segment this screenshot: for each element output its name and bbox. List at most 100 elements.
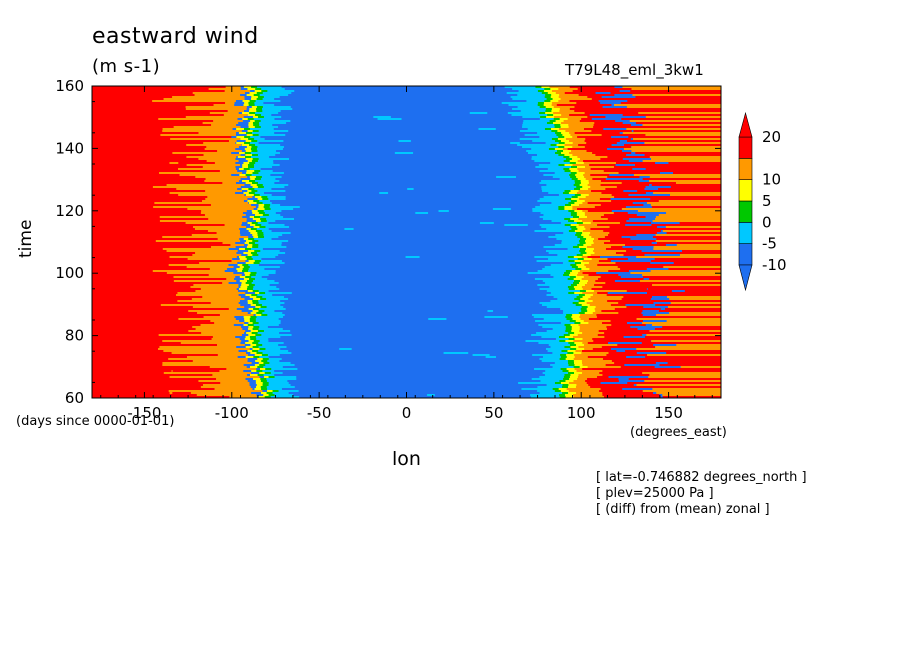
field-cell <box>629 120 721 122</box>
field-cell <box>259 308 286 310</box>
field-cell <box>252 350 259 352</box>
field-cell <box>680 366 721 368</box>
field-cell <box>570 218 580 220</box>
field-cell <box>565 394 575 396</box>
field-cell <box>600 184 650 186</box>
field-cell <box>606 294 659 296</box>
field-cell <box>92 242 224 244</box>
field-cell <box>584 300 597 302</box>
field-cell <box>563 274 570 276</box>
colorbar-label: 5 <box>762 192 772 210</box>
field-cell <box>571 178 579 180</box>
field-cell <box>553 112 586 114</box>
field-cell <box>564 154 574 156</box>
colorbar-label: -5 <box>762 235 777 253</box>
field-cell <box>576 214 587 216</box>
field-cell <box>92 248 164 250</box>
field-cell <box>581 360 613 362</box>
field-cell <box>571 150 588 152</box>
field-cell <box>582 342 589 344</box>
field-cell <box>560 322 575 324</box>
field-cell <box>537 132 556 134</box>
field-cell <box>92 276 175 278</box>
field-cell <box>162 130 242 132</box>
field-cell <box>653 246 721 248</box>
field-cell <box>257 330 265 332</box>
field-cell <box>262 344 279 346</box>
field-cell <box>543 90 559 92</box>
field-cell <box>583 162 617 164</box>
field-cell <box>598 330 657 332</box>
field-cell <box>255 320 281 322</box>
field-cell <box>185 106 247 108</box>
field-cell <box>539 204 566 206</box>
field-cell <box>152 186 241 188</box>
x-tick-label: -50 <box>307 404 332 422</box>
field-cell <box>563 334 571 336</box>
field-cell <box>593 124 631 126</box>
field-cell <box>196 394 257 396</box>
field-cell <box>160 134 236 136</box>
field-cell <box>249 92 258 94</box>
field-cell <box>587 378 619 380</box>
field-cell <box>545 128 552 130</box>
field-cell <box>251 210 259 212</box>
field-cell <box>250 152 280 154</box>
field-cell <box>613 212 628 214</box>
field-cell <box>254 238 272 240</box>
field-cell <box>586 216 602 218</box>
field-cell <box>565 396 579 398</box>
field-cell <box>92 214 206 216</box>
field-cell <box>479 222 494 224</box>
field-cell <box>582 350 617 352</box>
field-cell <box>92 128 164 130</box>
field-cell <box>195 328 243 330</box>
field-cell <box>590 232 610 234</box>
field-cell <box>253 94 261 96</box>
field-cell <box>259 200 271 202</box>
field-cell <box>92 306 194 308</box>
field-cell <box>251 256 276 258</box>
field-cell <box>251 174 271 176</box>
field-cell <box>642 264 721 266</box>
field-cell <box>520 110 546 112</box>
field-cell <box>248 334 256 336</box>
field-cell <box>551 138 559 140</box>
field-cell <box>607 218 630 220</box>
field-cell <box>570 200 578 202</box>
field-cell <box>588 194 613 196</box>
field-cell <box>257 190 286 192</box>
field-cell <box>607 176 640 178</box>
field-cell <box>539 170 566 172</box>
field-cell <box>92 268 211 270</box>
field-cell <box>261 334 292 336</box>
field-cell <box>598 260 611 262</box>
field-cell <box>621 118 721 120</box>
field-cell <box>92 352 173 354</box>
y-tick-label: 140 <box>55 139 84 157</box>
field-cell <box>92 148 206 150</box>
field-cell <box>121 354 136 356</box>
field-cell <box>255 88 262 90</box>
field-cell <box>92 236 163 238</box>
field-cell <box>568 342 575 344</box>
field-cell <box>535 320 571 322</box>
field-cell <box>558 146 565 148</box>
field-cell <box>250 156 270 158</box>
field-cell <box>586 308 601 310</box>
field-cell <box>665 360 721 362</box>
field-cell <box>159 346 237 348</box>
field-cell <box>550 162 571 164</box>
field-cell <box>658 310 721 312</box>
field-cell <box>561 350 568 352</box>
field-cell <box>631 228 721 230</box>
field-cell <box>532 354 561 356</box>
field-cell <box>562 192 570 194</box>
field-cell <box>256 370 263 372</box>
field-cell <box>567 350 579 352</box>
field-cell <box>620 366 655 368</box>
field-cell <box>517 106 541 108</box>
field-cell <box>167 266 234 268</box>
field-cell <box>669 312 721 314</box>
field-cell <box>579 328 608 330</box>
